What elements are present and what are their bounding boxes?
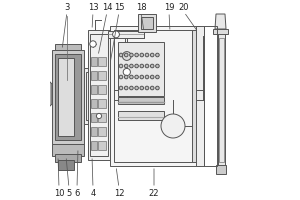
- Text: 19: 19: [164, 3, 174, 12]
- Circle shape: [150, 86, 154, 90]
- Circle shape: [130, 53, 133, 57]
- Bar: [110, 26, 200, 166]
- Text: 15: 15: [114, 3, 124, 12]
- Bar: [196, 26, 204, 166]
- Bar: [91, 141, 97, 150]
- Bar: [98, 141, 106, 150]
- Bar: [55, 54, 81, 140]
- Bar: [216, 165, 226, 174]
- Bar: [98, 127, 106, 136]
- Bar: [98, 99, 106, 108]
- Bar: [58, 58, 74, 136]
- Circle shape: [140, 64, 144, 68]
- Bar: [91, 127, 97, 136]
- Circle shape: [119, 86, 123, 90]
- Text: 18: 18: [136, 3, 146, 12]
- Bar: [218, 30, 225, 166]
- Circle shape: [135, 64, 138, 68]
- Bar: [98, 57, 106, 66]
- Bar: [118, 42, 164, 96]
- Bar: [98, 71, 106, 80]
- Circle shape: [124, 53, 128, 57]
- Circle shape: [112, 31, 119, 38]
- Text: 22: 22: [149, 190, 159, 198]
- Circle shape: [135, 53, 138, 57]
- Bar: [52, 50, 84, 144]
- Bar: [204, 26, 217, 166]
- Bar: [55, 154, 81, 162]
- Circle shape: [123, 68, 130, 76]
- Text: 3: 3: [64, 3, 70, 12]
- Circle shape: [122, 52, 131, 60]
- Bar: [91, 99, 97, 108]
- Circle shape: [124, 64, 128, 68]
- Circle shape: [124, 86, 128, 90]
- Circle shape: [130, 75, 133, 79]
- Circle shape: [145, 64, 149, 68]
- Bar: [88, 30, 110, 160]
- Bar: [98, 113, 106, 122]
- Polygon shape: [215, 14, 226, 29]
- Circle shape: [135, 86, 138, 90]
- Circle shape: [90, 41, 96, 47]
- Circle shape: [130, 86, 133, 90]
- Circle shape: [156, 75, 159, 79]
- Circle shape: [130, 64, 133, 68]
- Circle shape: [150, 64, 154, 68]
- Circle shape: [119, 53, 123, 57]
- Bar: [219, 38, 224, 162]
- Bar: [55, 44, 81, 50]
- Bar: [91, 85, 97, 94]
- Bar: [91, 71, 97, 80]
- Circle shape: [135, 75, 138, 79]
- Circle shape: [156, 64, 159, 68]
- Text: 5: 5: [66, 190, 72, 198]
- Text: 6: 6: [74, 190, 80, 198]
- Circle shape: [156, 53, 159, 57]
- Text: 12: 12: [114, 190, 124, 198]
- Circle shape: [145, 75, 149, 79]
- Text: 14: 14: [102, 3, 112, 12]
- Text: 4: 4: [90, 190, 96, 198]
- Bar: [213, 29, 228, 34]
- Bar: [138, 14, 156, 32]
- Circle shape: [145, 53, 149, 57]
- Bar: [118, 111, 164, 120]
- Circle shape: [161, 114, 185, 138]
- Bar: [91, 113, 97, 122]
- Bar: [141, 17, 153, 29]
- Bar: [86, 72, 108, 120]
- Bar: [108, 31, 144, 38]
- Circle shape: [43, 91, 49, 97]
- Circle shape: [119, 75, 123, 79]
- Bar: [192, 30, 197, 162]
- Circle shape: [150, 75, 154, 79]
- Circle shape: [96, 113, 102, 119]
- Bar: [90, 34, 108, 156]
- Bar: [52, 144, 84, 156]
- Circle shape: [156, 86, 159, 90]
- Circle shape: [140, 75, 144, 79]
- Circle shape: [119, 64, 123, 68]
- Bar: [98, 85, 106, 94]
- Bar: [118, 97, 164, 104]
- Bar: [114, 30, 196, 162]
- Polygon shape: [40, 80, 52, 108]
- Circle shape: [124, 75, 128, 79]
- Circle shape: [140, 53, 144, 57]
- Text: 20: 20: [179, 3, 189, 12]
- Text: 10: 10: [54, 190, 64, 198]
- Bar: [84, 68, 110, 124]
- Circle shape: [145, 86, 149, 90]
- Circle shape: [140, 86, 144, 90]
- Bar: [91, 57, 97, 66]
- Text: 13: 13: [88, 3, 98, 12]
- Bar: [58, 160, 74, 170]
- Circle shape: [150, 53, 154, 57]
